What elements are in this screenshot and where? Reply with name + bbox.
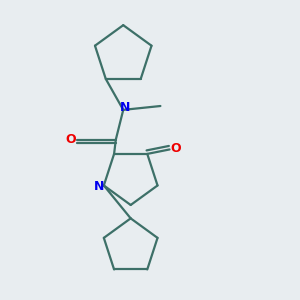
Text: N: N xyxy=(119,101,130,114)
Text: N: N xyxy=(94,180,105,193)
Text: O: O xyxy=(65,133,76,146)
Text: O: O xyxy=(171,142,182,155)
